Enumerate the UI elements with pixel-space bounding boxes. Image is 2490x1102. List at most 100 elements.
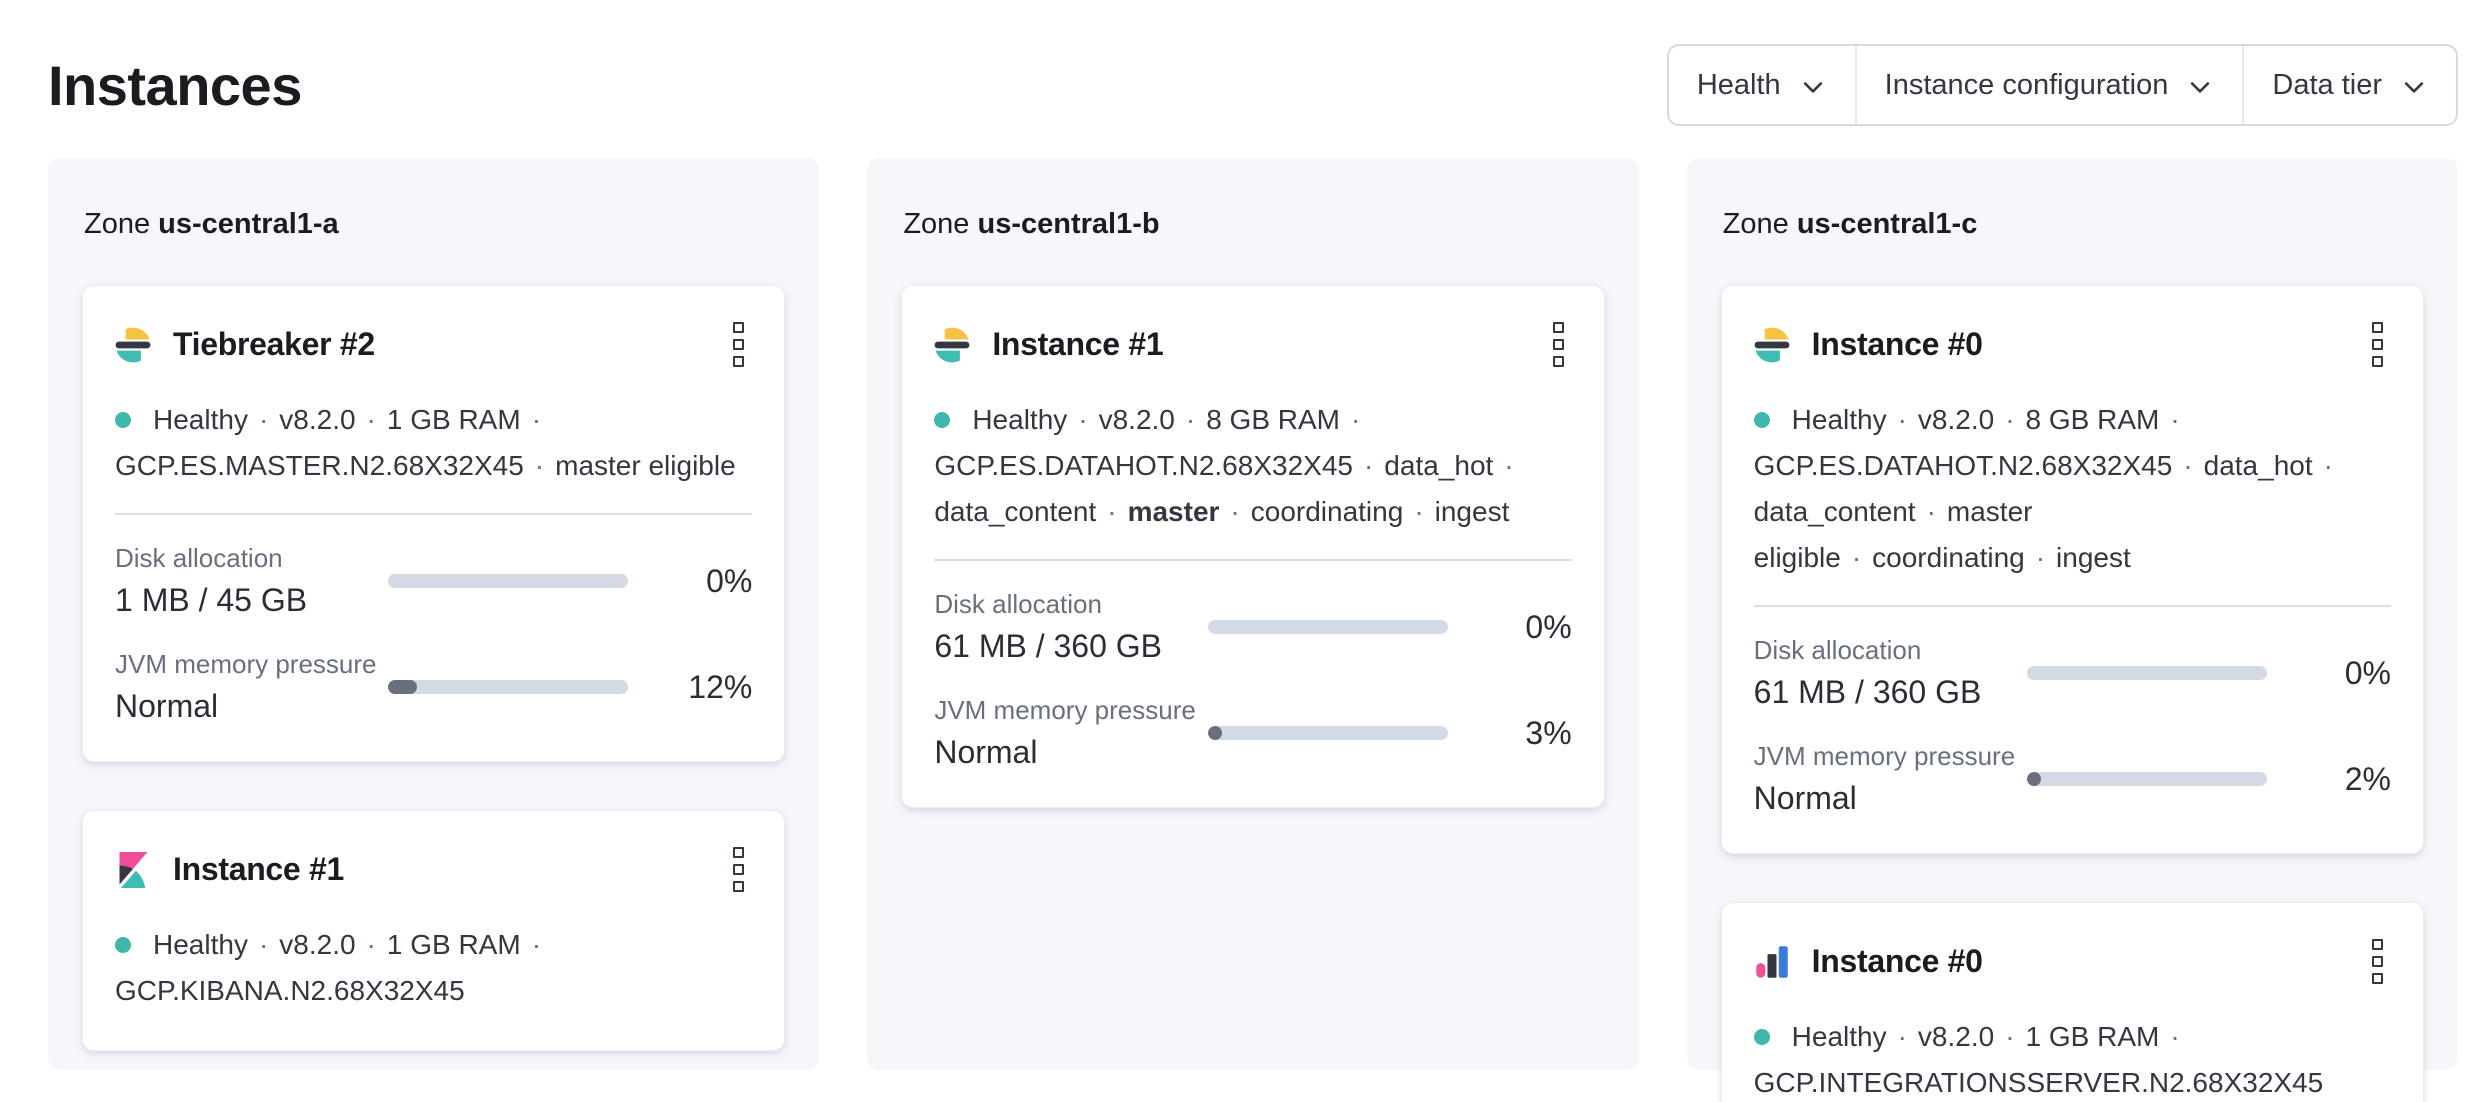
instance-status-line: Healthy · v8.2.0 · 8 GB RAM · GCP.ES.DATAHOT.…: [1753, 397, 2391, 581]
boxes-vertical-icon: [2371, 356, 2383, 367]
status-segment: data_content: [1753, 496, 1916, 527]
status-separator: ·: [531, 404, 542, 435]
metric-percent: 12%: [688, 668, 753, 705]
metric-text: JVM memory pressure Normal: [115, 649, 388, 725]
metric-value: 1 MB / 45 GB: [115, 582, 308, 618]
metric-label: Disk allocation: [934, 589, 1102, 619]
instance-title: Instance #1: [173, 851, 345, 887]
instance-card-tiebreaker-2: Tiebreaker #2 Healthy · v8.2.0 · 1 GB RAM · G…: [82, 285, 786, 762]
instance-actions-menu-button[interactable]: [725, 841, 752, 898]
zone-label-prefix: Zone: [903, 208, 970, 240]
status-separator: ·: [2170, 1021, 2180, 1052]
status-separator: ·: [1230, 496, 1240, 527]
metric-text: JVM memory pressure Normal: [1754, 741, 2027, 817]
zone-label: Zone us-central1-a: [84, 208, 785, 241]
instance-actions-menu-button[interactable]: [2364, 316, 2391, 373]
disk-allocation-metric: Disk allocation 61 MB / 360 GB 0%: [1754, 635, 2391, 711]
boxes-vertical-icon: [2371, 956, 2383, 967]
boxes-vertical-icon: [733, 864, 745, 875]
zone-cards: Instance #0 Healthy · v8.2.0 · 8 GB RAM · GCP…: [1720, 285, 2424, 1102]
status-segment: 1 GB RAM: [386, 404, 521, 435]
status-separator: ·: [534, 450, 545, 481]
status-separator: ·: [531, 929, 542, 960]
filter-button-health[interactable]: Health: [1669, 46, 1857, 124]
health-status-dot: [115, 412, 131, 428]
status-segment-elected-master: master: [1127, 496, 1220, 527]
chevron-down-icon: [2400, 73, 2428, 101]
zone-panel-us-central1-b: Zone us-central1-b: [867, 158, 1639, 1070]
status-separator: ·: [1504, 450, 1514, 481]
status-separator: ·: [2323, 450, 2333, 481]
status-segment: Healthy: [1791, 1021, 1887, 1052]
zone-name: us-central1-a: [158, 208, 339, 240]
instance-actions-menu-button[interactable]: [2364, 933, 2391, 990]
jvm-memory-pressure-metric: JVM memory pressure Normal 3%: [934, 695, 1571, 771]
instance-status-line: Healthy · v8.2.0 · 1 GB RAM · GCP.KIBANA.N2.6…: [115, 922, 752, 1014]
progress-bar-fill: [1207, 726, 1222, 740]
metric-percent: 2%: [2344, 760, 2391, 797]
progress-bar: [2026, 772, 2267, 786]
metric-value: Normal: [1753, 780, 1857, 816]
filter-button-instance-configuration-label: Instance configuration: [1884, 68, 2169, 101]
instance-actions-menu-button[interactable]: [1545, 316, 1572, 373]
instance-card-elasticsearch-0: Instance #0 Healthy · v8.2.0 · 8 GB RAM · GCP…: [1720, 285, 2424, 854]
metric-label: Disk allocation: [115, 543, 283, 573]
status-segment: v8.2.0: [279, 404, 356, 435]
status-separator: ·: [1363, 450, 1374, 481]
status-segment: data_hot: [2203, 450, 2313, 481]
status-segment: Healthy: [1791, 404, 1887, 435]
status-separator: ·: [2005, 404, 2015, 435]
metric-text: JVM memory pressure Normal: [934, 695, 1207, 771]
disk-allocation-metric: Disk allocation 61 MB / 360 GB 0%: [934, 589, 1571, 665]
boxes-vertical-icon: [2371, 339, 2383, 350]
card-divider: [115, 513, 753, 515]
card-header: Tiebreaker #2: [115, 316, 752, 373]
integrations-server-logo-icon: [1755, 945, 1788, 978]
status-segment: GCP.INTEGRATIONSSERVER.N2.68X32X45: [1753, 1067, 2324, 1098]
elasticsearch-logo-icon: [115, 327, 151, 362]
instance-status-line: Healthy · v8.2.0 · 8 GB RAM · GCP.ES.DATAHOT.…: [934, 397, 1571, 535]
card-header: Instance #1: [115, 841, 752, 898]
instance-card-elasticsearch-1: Instance #1 Healthy · v8.2.0 · 8 GB RAM · GCP…: [901, 285, 1605, 808]
metric-label: Disk allocation: [1753, 635, 1922, 665]
metric-percent: 0%: [1525, 608, 1572, 645]
metrics-section: Disk allocation 61 MB / 360 GB 0% JVM me…: [1754, 635, 2391, 817]
zone-label: Zone us-central1-c: [1723, 208, 2424, 241]
metric-percent: 0%: [2344, 654, 2391, 691]
elasticsearch-logo-icon: [1754, 327, 1790, 362]
boxes-vertical-icon: [2371, 939, 2383, 950]
boxes-vertical-icon: [733, 356, 745, 367]
zone-cards: Tiebreaker #2 Healthy · v8.2.0 · 1 GB RAM · G…: [82, 285, 786, 1051]
metric-text: Disk allocation 1 MB / 45 GB: [115, 543, 388, 619]
status-segment: coordinating: [1872, 542, 2025, 573]
status-segment: 8 GB RAM: [2025, 404, 2160, 435]
status-segment: 1 GB RAM: [2025, 1021, 2160, 1052]
instance-card-integrations-server-0: Instance #0 Healthy · v8.2.0 · 1 GB RAM · GCP…: [1720, 902, 2424, 1102]
instance-actions-menu-button[interactable]: [725, 316, 752, 373]
status-segment: GCP.KIBANA.N2.68X32X45: [115, 975, 465, 1006]
boxes-vertical-icon: [733, 339, 745, 350]
jvm-memory-pressure-metric: JVM memory pressure Normal 2%: [1754, 741, 2391, 817]
instance-title: Tiebreaker #2: [173, 326, 375, 362]
progress-bar: [2026, 666, 2267, 680]
chevron-down-icon: [2186, 73, 2214, 101]
boxes-vertical-icon: [1552, 339, 1564, 350]
boxes-vertical-icon: [2371, 973, 2383, 984]
filter-group: Health Instance configuration Data tier: [1666, 44, 2458, 126]
status-segment: 1 GB RAM: [386, 929, 521, 960]
status-segment: Healthy: [153, 404, 248, 435]
zone-panel-us-central1-c: Zone us-central1-c: [1686, 158, 2458, 1102]
status-separator: ·: [2005, 1021, 2015, 1052]
card-header: Instance #0: [1754, 316, 2391, 373]
filter-button-instance-configuration[interactable]: Instance configuration: [1857, 46, 2245, 124]
metric-value: 61 MB / 360 GB: [1753, 674, 1982, 710]
status-segment: 8 GB RAM: [1206, 404, 1341, 435]
status-separator: ·: [1351, 404, 1361, 435]
status-segment: coordinating: [1250, 496, 1404, 527]
zone-cards: Instance #1 Healthy · v8.2.0 · 8 GB RAM · GCP…: [901, 285, 1605, 808]
status-segment: ingest: [1434, 496, 1510, 527]
status-segment: Healthy: [972, 404, 1068, 435]
page-title: Instances: [48, 53, 302, 117]
filter-button-data-tier[interactable]: Data tier: [2244, 46, 2456, 124]
status-separator: ·: [2183, 450, 2193, 481]
